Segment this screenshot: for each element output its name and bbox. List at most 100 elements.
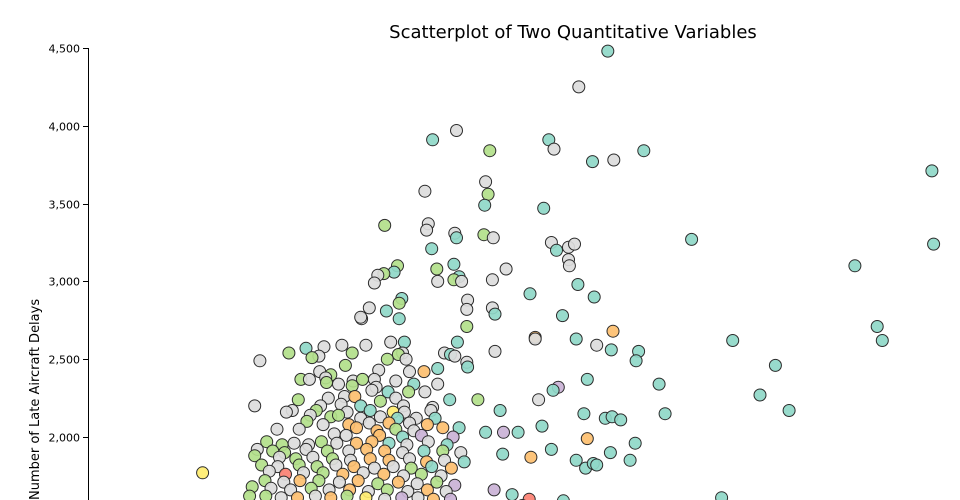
data-point[interactable] — [450, 231, 463, 245]
data-point[interactable] — [753, 388, 767, 402]
data-point[interactable] — [359, 338, 373, 352]
data-point[interactable] — [485, 273, 499, 287]
data-point[interactable] — [379, 304, 393, 318]
data-point[interactable] — [497, 425, 510, 439]
data-point[interactable] — [524, 450, 538, 464]
data-point[interactable] — [568, 237, 581, 251]
data-point[interactable] — [291, 491, 304, 500]
data-point[interactable] — [601, 44, 615, 58]
data-point[interactable] — [347, 460, 361, 474]
data-point[interactable] — [685, 232, 699, 246]
data-point[interactable] — [417, 444, 431, 458]
data-point[interactable] — [418, 184, 432, 198]
data-point[interactable] — [528, 332, 542, 346]
data-point[interactable] — [345, 379, 359, 393]
data-point[interactable] — [367, 276, 381, 290]
data-point[interactable] — [292, 422, 306, 436]
data-point[interactable] — [478, 198, 492, 212]
data-point[interactable] — [875, 334, 889, 347]
data-point[interactable] — [248, 399, 262, 413]
data-point[interactable] — [572, 80, 586, 94]
data-point[interactable] — [321, 391, 335, 405]
data-point[interactable] — [590, 458, 604, 472]
data-point[interactable] — [308, 489, 322, 500]
data-point[interactable] — [300, 414, 314, 428]
data-point[interactable] — [532, 393, 546, 407]
data-point[interactable] — [392, 312, 406, 326]
data-point[interactable] — [373, 394, 387, 408]
data-point[interactable] — [248, 449, 262, 463]
data-point[interactable] — [614, 413, 628, 427]
data-point[interactable] — [377, 467, 391, 481]
data-point[interactable] — [324, 491, 338, 500]
data-point[interactable] — [270, 422, 284, 436]
data-point[interactable] — [726, 334, 740, 347]
data-point[interactable] — [282, 346, 296, 360]
data-point[interactable] — [768, 358, 782, 372]
data-point[interactable] — [580, 432, 594, 446]
data-point[interactable] — [426, 133, 440, 147]
data-point[interactable] — [447, 257, 461, 271]
data-point[interactable] — [274, 491, 288, 500]
data-point[interactable] — [305, 351, 319, 365]
data-point[interactable] — [389, 374, 403, 388]
data-point[interactable] — [628, 436, 642, 450]
data-point[interactable] — [392, 296, 406, 310]
data-point[interactable] — [425, 242, 439, 256]
data-point[interactable] — [658, 407, 672, 421]
data-point[interactable] — [550, 243, 563, 257]
data-point[interactable] — [338, 358, 352, 372]
data-point[interactable] — [927, 237, 941, 251]
data-point[interactable] — [362, 416, 376, 430]
data-point[interactable] — [420, 483, 434, 497]
data-point[interactable] — [367, 461, 381, 475]
data-point[interactable] — [359, 491, 373, 500]
data-point[interactable] — [363, 404, 377, 417]
data-point[interactable] — [457, 455, 471, 469]
data-point[interactable] — [259, 489, 273, 500]
data-point[interactable] — [496, 447, 510, 461]
data-point[interactable] — [351, 474, 365, 488]
data-point[interactable] — [481, 187, 495, 201]
data-point[interactable] — [629, 354, 643, 368]
data-point[interactable] — [291, 393, 305, 407]
data-point[interactable] — [395, 491, 409, 500]
data-point[interactable] — [386, 460, 400, 474]
data-point[interactable] — [420, 418, 434, 432]
data-point[interactable] — [418, 385, 432, 399]
data-point[interactable] — [384, 335, 398, 349]
data-point[interactable] — [431, 274, 445, 288]
data-point[interactable] — [499, 262, 513, 276]
data-point[interactable] — [332, 408, 345, 422]
data-point[interactable] — [348, 390, 362, 403]
data-point[interactable] — [411, 491, 425, 500]
data-point[interactable] — [511, 425, 525, 439]
data-point[interactable] — [316, 418, 330, 432]
data-point[interactable] — [522, 492, 536, 500]
data-point[interactable] — [362, 301, 376, 315]
data-point[interactable] — [455, 274, 469, 288]
data-point[interactable] — [312, 474, 326, 488]
data-point[interactable] — [505, 488, 519, 500]
data-point[interactable] — [410, 477, 424, 491]
data-point[interactable] — [606, 324, 620, 338]
data-point[interactable] — [523, 287, 537, 301]
data-point[interactable] — [420, 223, 434, 237]
data-point[interactable] — [253, 354, 267, 368]
data-point[interactable] — [448, 349, 462, 363]
data-point[interactable] — [397, 335, 411, 349]
data-point[interactable] — [279, 405, 293, 419]
data-point[interactable] — [378, 492, 392, 500]
data-point[interactable] — [483, 144, 497, 158]
data-point[interactable] — [380, 352, 394, 366]
data-point[interactable] — [571, 278, 585, 291]
data-point[interactable] — [925, 164, 939, 178]
data-point[interactable] — [417, 365, 431, 379]
data-point[interactable] — [444, 492, 457, 500]
data-point[interactable] — [391, 475, 405, 489]
data-point[interactable] — [350, 436, 363, 450]
data-point[interactable] — [486, 231, 500, 245]
data-point[interactable] — [493, 404, 507, 417]
data-point[interactable] — [604, 343, 618, 357]
data-point[interactable] — [314, 435, 328, 449]
